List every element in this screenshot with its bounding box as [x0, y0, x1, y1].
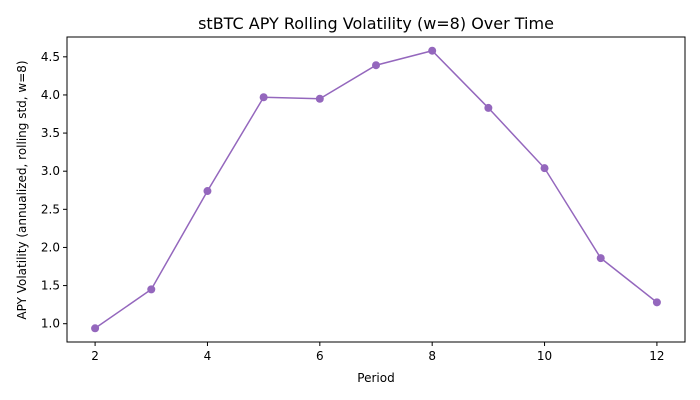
x-tick-label: 12 — [649, 349, 664, 363]
data-point — [259, 93, 268, 102]
data-point — [596, 254, 605, 263]
y-tick-label: 4.5 — [41, 50, 60, 64]
y-axis-label: APY Volatility (annualized, rolling std,… — [15, 60, 29, 319]
x-axis: 2 4 6 8 10 12 — [91, 342, 665, 363]
data-point — [91, 324, 100, 333]
axes-frame — [66, 36, 686, 343]
plot-area — [91, 46, 661, 333]
data-point — [372, 61, 380, 70]
x-tick-label: 6 — [316, 349, 324, 363]
data-point — [203, 187, 212, 196]
y-tick-label: 1.0 — [41, 317, 60, 331]
data-point — [428, 46, 437, 55]
y-tick-label: 3.0 — [41, 164, 60, 178]
y-tick-label: 3.5 — [41, 126, 60, 140]
x-tick-label: 4 — [204, 349, 212, 363]
x-tick-label: 10 — [537, 349, 552, 363]
y-tick-label: 4.0 — [41, 88, 60, 102]
x-tick-label: 2 — [91, 349, 99, 363]
x-axis-label: Period — [357, 371, 394, 385]
data-point — [540, 164, 549, 173]
series-line — [94, 49, 658, 329]
y-tick-label: 1.5 — [41, 279, 60, 293]
y-tick-label: 2.5 — [41, 202, 60, 216]
data-point — [147, 285, 156, 294]
data-point — [484, 103, 493, 112]
y-axis: 1.0 1.5 2.0 2.5 3.0 3.5 4.0 4.5 — [41, 50, 67, 331]
x-tick-label: 8 — [428, 349, 436, 363]
data-point — [652, 298, 661, 307]
chart-title: stBTC APY Rolling Volatility (w=8) Over … — [198, 14, 554, 33]
data-point — [315, 94, 324, 103]
y-tick-label: 2.0 — [41, 240, 60, 254]
